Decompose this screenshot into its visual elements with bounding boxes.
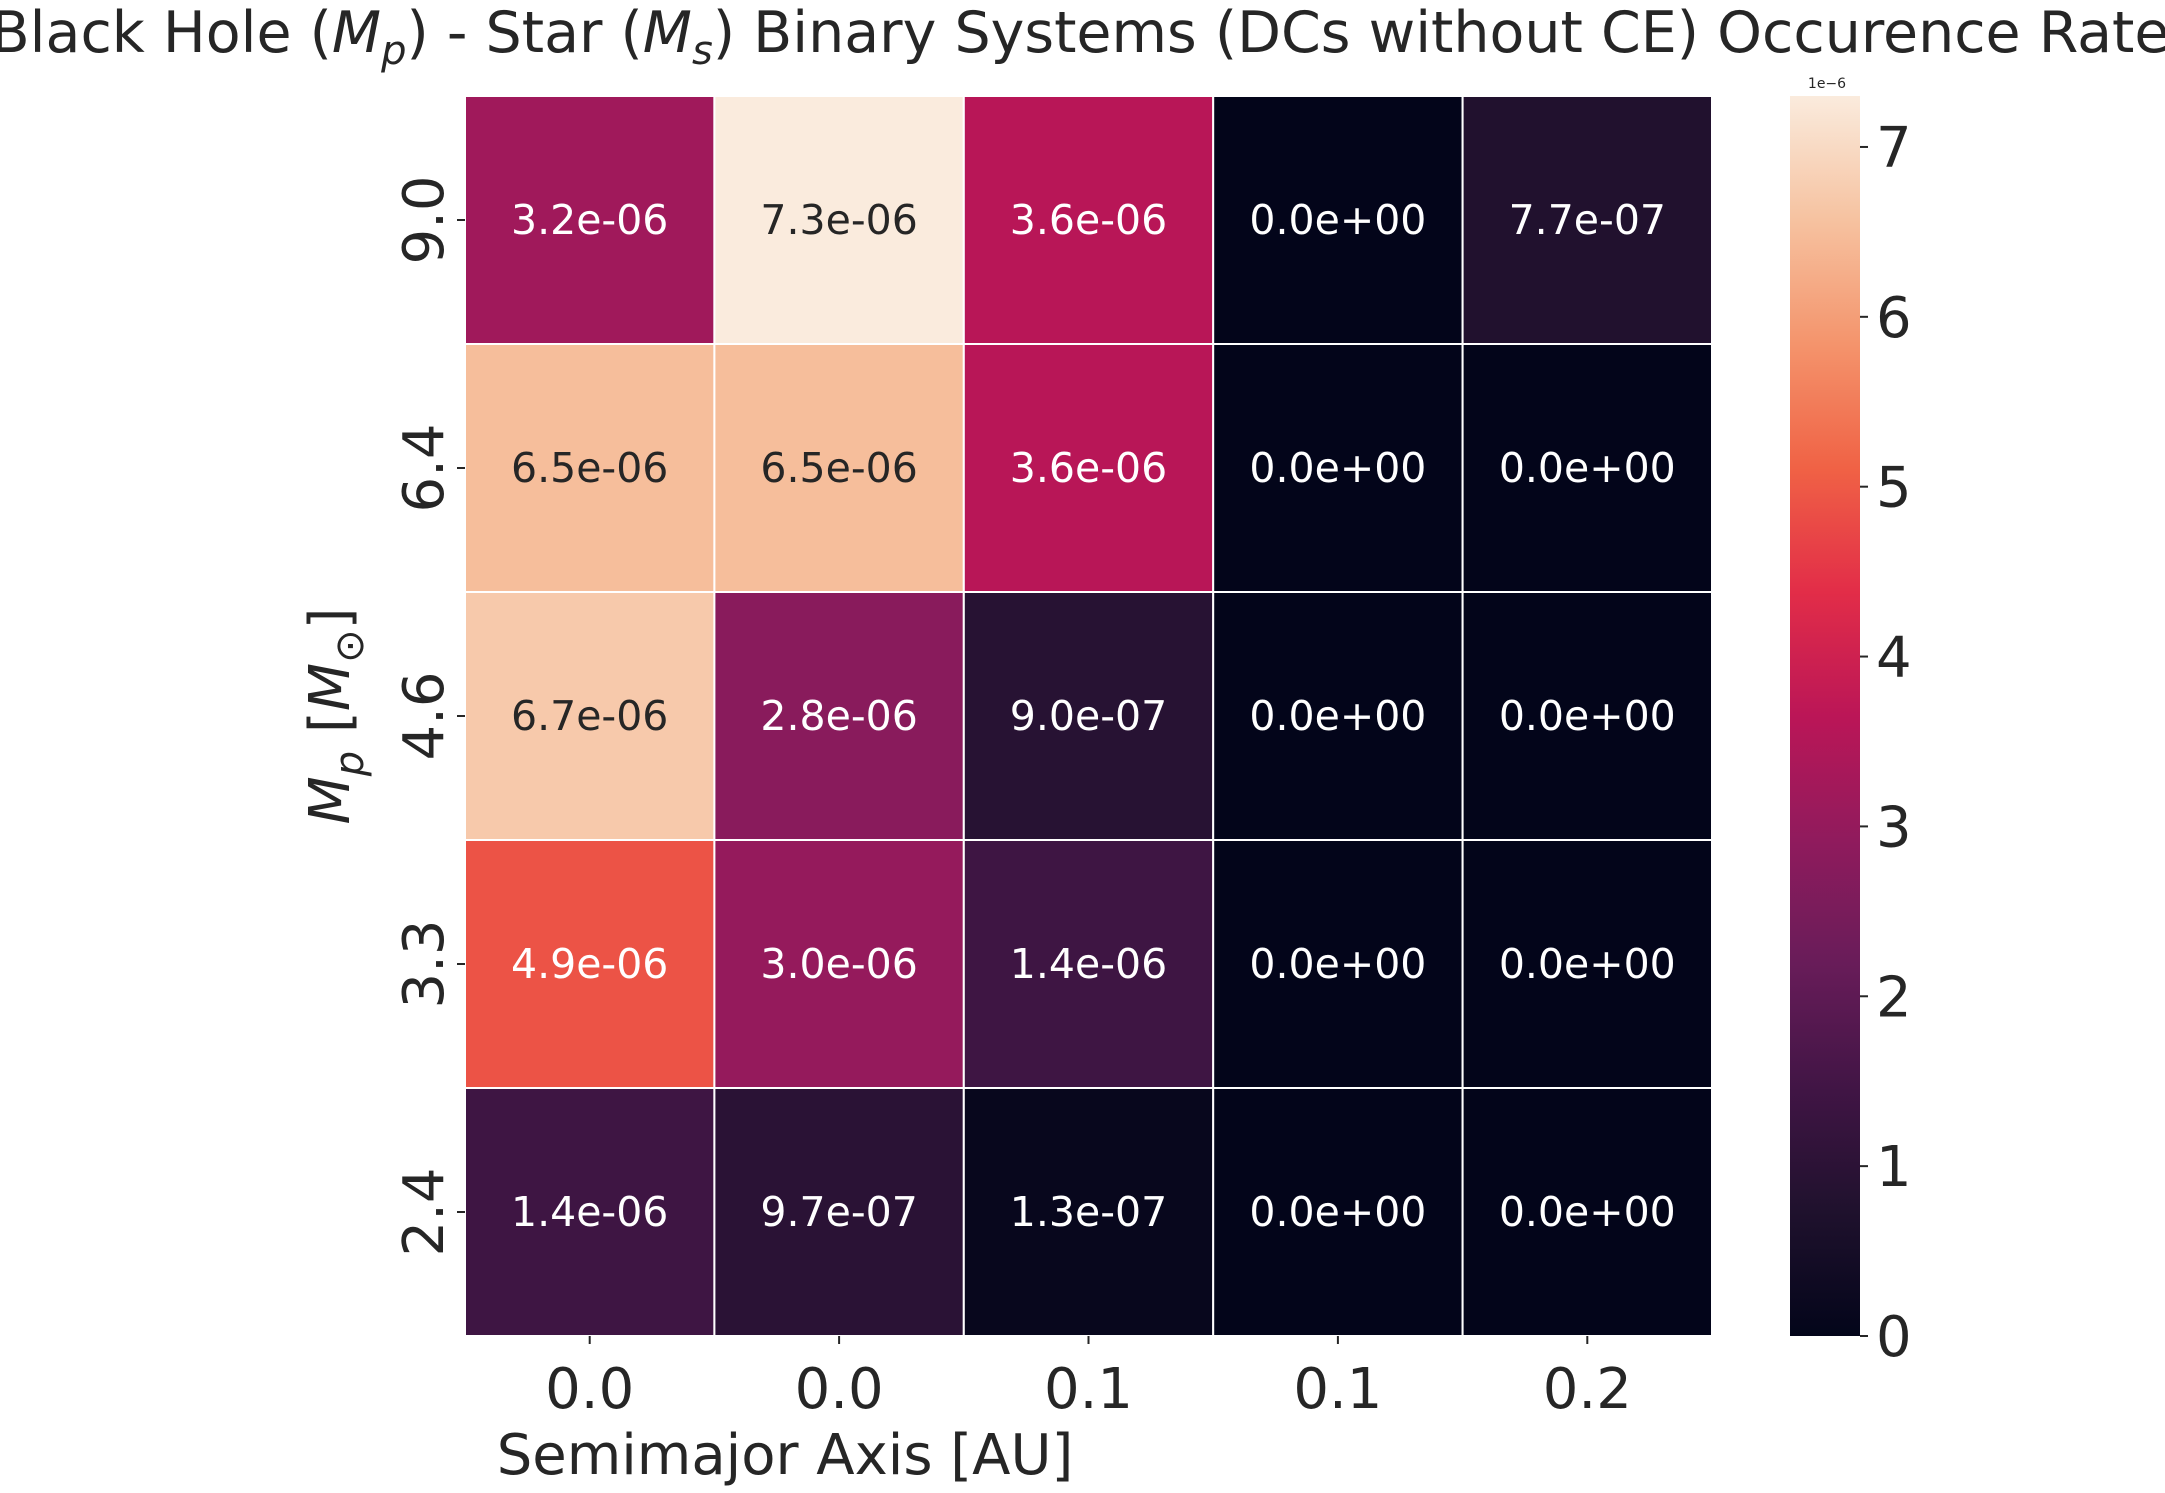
cell-annotation: 2.8e-06: [760, 692, 917, 740]
cell-annotation: 0.0e+00: [1249, 1188, 1426, 1236]
cell-annotation: 4.9e-06: [511, 940, 668, 988]
cell-annotation: 3.2e-06: [511, 196, 668, 244]
ylabel-part: [: [298, 711, 363, 751]
cell-annotation: 1.4e-06: [1010, 940, 1167, 988]
cell-annotation: 3.6e-06: [1010, 196, 1167, 244]
cell-annotation: 0.0e+00: [1499, 1188, 1676, 1236]
heatmap-cell: [1461, 343, 1713, 593]
cell-annotation: 0.0e+00: [1249, 692, 1426, 740]
ylabel-part: ⊙: [327, 629, 373, 663]
colorbar-tick-label: 1: [1876, 1135, 1912, 1200]
heatmap-cell: [1461, 1087, 1713, 1337]
cell-annotation: 3.6e-06: [1010, 444, 1167, 492]
colorbar: [1790, 96, 1860, 1336]
heatmap-cell: [1212, 591, 1464, 841]
cell-annotation: 6.5e-06: [760, 444, 917, 492]
colorbar-tick-label: 3: [1876, 795, 1912, 860]
colorbar-tick-label: 7: [1876, 116, 1912, 181]
colorbar-ticks: 0 1 2 3 4 5 6 7: [1860, 116, 1912, 1370]
cell-annotation: 0.0e+00: [1249, 444, 1426, 492]
heatmap-cell: [1461, 839, 1713, 1089]
ylabel-part: M: [298, 776, 363, 824]
title-part: M: [332, 0, 381, 66]
heatmap-cell: [1461, 591, 1713, 841]
heatmap-cell: [713, 839, 965, 1089]
y-tick-label: 6.4: [392, 423, 457, 512]
heatmap-cell: [962, 343, 1215, 593]
heatmap-annotations: 3.2e-06 7.3e-06 3.6e-06 0.0e+00 7.7e-07 6.5e-…: [511, 196, 1676, 1236]
title-part: M: [643, 0, 692, 66]
y-tick-label: 2.4: [392, 1167, 457, 1256]
cell-annotation: 9.0e-07: [1010, 692, 1167, 740]
heatmap-cell: [464, 95, 716, 345]
cell-annotation: 0.0e+00: [1499, 692, 1676, 740]
cell-annotation: 1.4e-06: [511, 1188, 668, 1236]
y-tick-label: 4.6: [392, 671, 457, 760]
ylabel-part: p: [327, 751, 373, 777]
colorbar-tick-label: 2: [1876, 965, 1912, 1030]
cell-annotation: 3.0e-06: [760, 940, 917, 988]
heatmap-cell: [713, 1087, 965, 1337]
x-tick-label: 0.1: [1293, 1357, 1382, 1422]
cell-annotation: 0.0e+00: [1499, 940, 1676, 988]
ylabel-part: ]: [298, 607, 363, 629]
colorbar-tick-label: 0: [1876, 1305, 1912, 1370]
cell-annotation: 6.7e-06: [511, 692, 668, 740]
x-tick-label: 0.2: [1543, 1357, 1632, 1422]
title-part: s: [692, 28, 713, 74]
cell-annotation: 0.0e+00: [1249, 940, 1426, 988]
y-tick-label: 3.3: [392, 919, 457, 1008]
heatmap-cells: [464, 95, 1713, 1337]
ylabel-part: M: [298, 663, 363, 711]
heatmap-cell: [1212, 95, 1464, 345]
heatmap-cell: [1461, 95, 1713, 345]
heatmap-cell: [962, 95, 1215, 345]
y-axis-label: Mp [M⊙]: [298, 607, 373, 824]
chart-title: Black Hole (Mp) - Star (Ms) Binary Syste…: [0, 0, 2165, 74]
title-part: ) - Star (: [407, 0, 643, 66]
colorbar-tick-label: 4: [1876, 626, 1912, 691]
cell-annotation: 9.7e-07: [760, 1188, 917, 1236]
colorbar-tick-label: 6: [1876, 286, 1912, 351]
cell-annotation: 0.0e+00: [1499, 444, 1676, 492]
x-axis-ticks: 0.0 0.0 0.1 0.1 0.2: [545, 1336, 1632, 1422]
heatmap-cell: [464, 343, 716, 593]
title-part: Black Hole (: [0, 0, 332, 66]
title-part: ) Binary Systems (DCs without CE) Occure…: [713, 0, 2165, 66]
heatmap-cell: [962, 839, 1215, 1089]
title-part: p: [380, 28, 406, 74]
colorbar-tick-label: 5: [1876, 456, 1912, 521]
cell-annotation: 7.7e-07: [1509, 196, 1666, 244]
cell-annotation: 0.0e+00: [1249, 196, 1426, 244]
heatmap-cell: [962, 1087, 1215, 1337]
x-axis-label: Semimajor Axis [AU]: [497, 1423, 1074, 1488]
colorbar-scale-label: 1e−6: [1808, 76, 1846, 92]
heatmap-cell: [713, 591, 965, 841]
y-axis-ticks: 9.0 6.4 4.6 3.3 2.4: [392, 175, 465, 1257]
cell-annotation: 6.5e-06: [511, 444, 668, 492]
heatmap-cell: [713, 95, 965, 345]
cell-annotation: 7.3e-06: [760, 196, 917, 244]
heatmap-cell: [464, 1087, 716, 1337]
heatmap-cell: [962, 591, 1215, 841]
cell-annotation: 1.3e-07: [1010, 1188, 1167, 1236]
heatmap-cell: [1212, 839, 1464, 1089]
x-tick-label: 0.1: [1044, 1357, 1133, 1422]
x-tick-label: 0.0: [545, 1357, 634, 1422]
x-tick-label: 0.0: [795, 1357, 884, 1422]
y-tick-label: 9.0: [392, 175, 457, 264]
